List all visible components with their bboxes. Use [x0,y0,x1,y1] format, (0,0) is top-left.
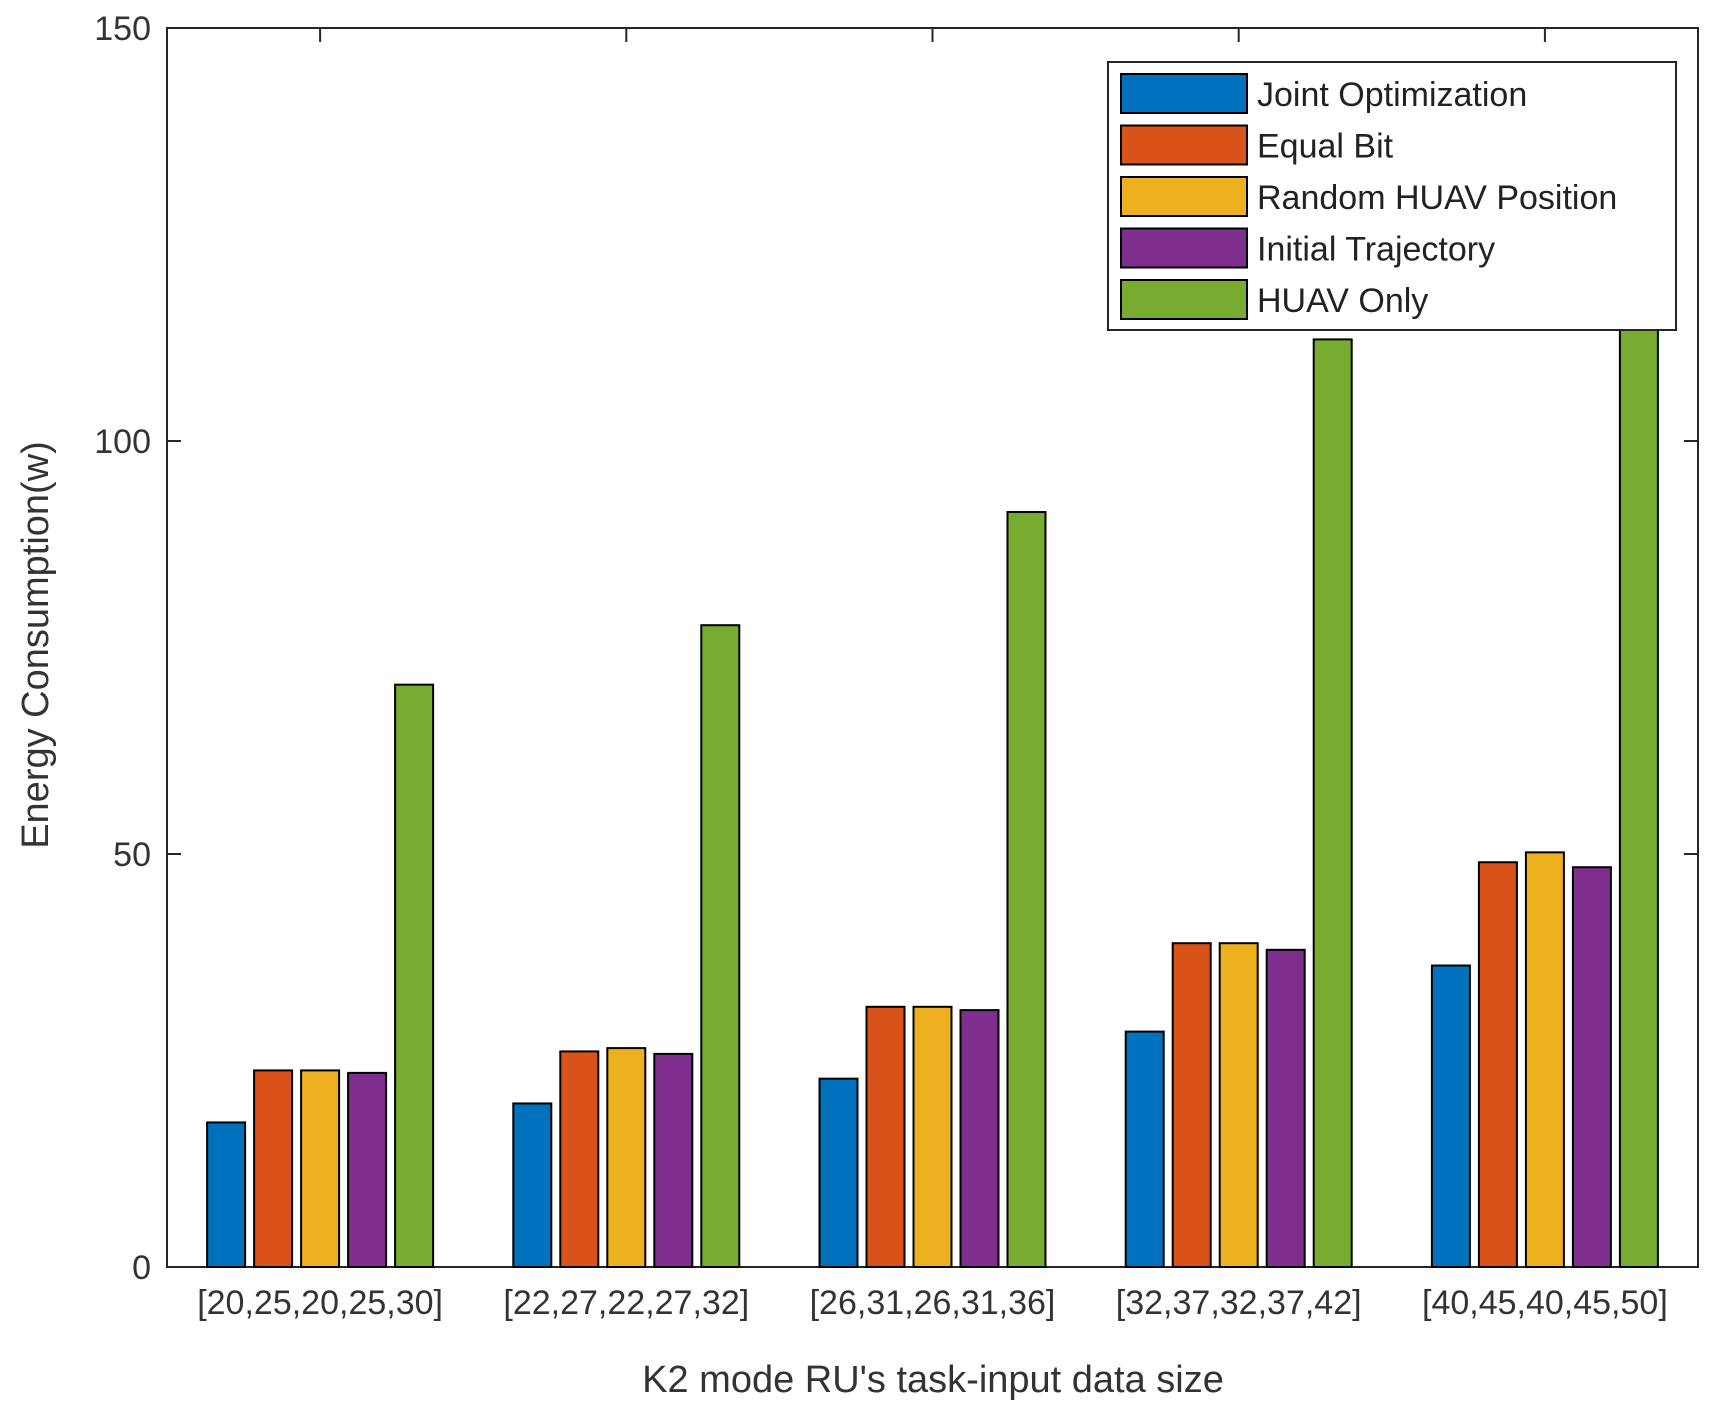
legend-swatch [1120,279,1248,320]
bar-random-huav-position [1218,942,1259,1268]
y-tick-label: 50 [113,836,151,874]
bar-huav-only [1618,314,1659,1268]
y-axis: 0 50 100 150 [94,10,1698,1287]
bar-joint-optimization [512,1102,553,1269]
bar-huav-only [1312,338,1353,1269]
y-tick-label: 150 [94,10,151,48]
x-tick-label: [26,31,26,31,36] [810,1284,1056,1322]
bar-joint-optimization [1430,964,1471,1268]
bar-initial-trajectory [1571,866,1612,1268]
bar-equal-bit [559,1050,600,1268]
bar-huav-only [700,624,741,1268]
bars [206,314,1659,1269]
x-tick-label: [20,25,20,25,30] [197,1284,443,1322]
x-tick-label: [22,27,22,27,32] [503,1284,749,1322]
legend-label: Joint Optimization [1257,76,1527,114]
bar-initial-trajectory [959,1009,1000,1268]
bar-equal-bit [865,1005,906,1268]
bar-joint-optimization [818,1077,859,1268]
legend-swatch [1120,124,1248,166]
bar-initial-trajectory [1265,948,1306,1268]
legend-label: Initial Trajectory [1257,231,1495,269]
legend-label: Equal Bit [1257,128,1394,166]
bar-random-huav-position [606,1047,647,1268]
legend-label: Random HUAV Position [1257,179,1617,217]
y-tick-label: 0 [132,1249,151,1287]
bar-equal-bit [253,1069,294,1268]
bar-joint-optimization [206,1121,247,1268]
x-axis: [20,25,20,25,30] [22,27,22,27,32] [26,31,2… [197,28,1668,1322]
x-axis-label: K2 mode RU's task-input data size [642,1359,1224,1401]
legend: Joint Optimization Equal Bit Random HUAV P… [1107,61,1677,331]
bar-random-huav-position [1524,851,1565,1269]
bar-equal-bit [1477,861,1518,1268]
bar-initial-trajectory [347,1071,388,1269]
x-tick-label: [32,37,32,37,42] [1116,1284,1362,1322]
bar-huav-only [1006,511,1047,1268]
legend-label: HUAV Only [1257,282,1428,320]
bar-random-huav-position [912,1005,953,1268]
bar-initial-trajectory [653,1052,694,1268]
legend-swatch [1120,176,1248,217]
bar-random-huav-position [300,1069,341,1268]
legend-swatch [1120,227,1248,269]
y-axis-label: Energy Consumption(w) [15,441,57,849]
legend-swatch [1120,73,1248,114]
bar-huav-only [394,683,435,1268]
bar-equal-bit [1171,942,1212,1268]
bar-joint-optimization [1124,1030,1165,1268]
y-tick-label: 100 [94,423,151,461]
x-tick-label: [40,45,40,45,50] [1422,1284,1668,1322]
